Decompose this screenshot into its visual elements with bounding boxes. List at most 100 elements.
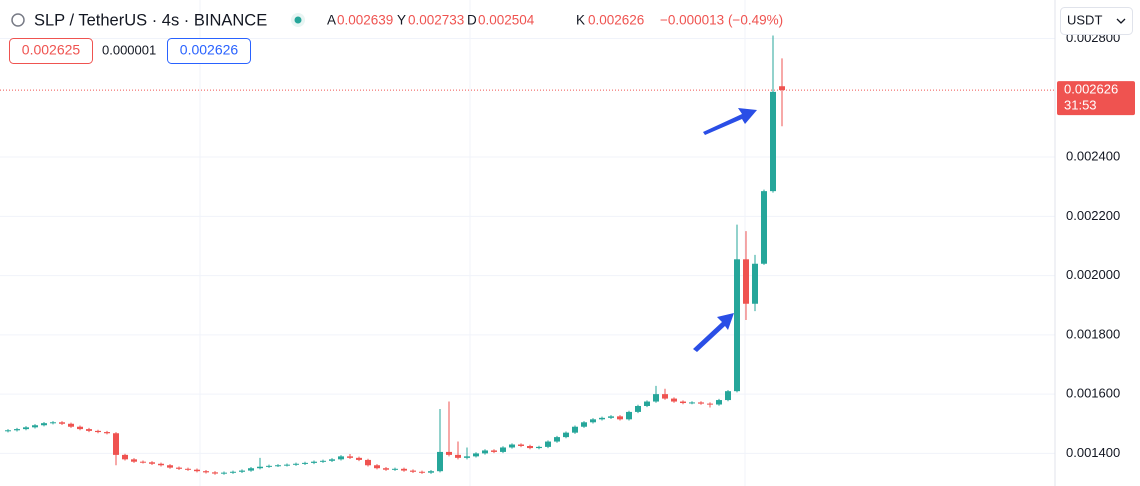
candle-body (680, 401, 686, 404)
candle-body (761, 191, 767, 264)
y-tick-label: 0.001400 (1066, 445, 1120, 460)
candle-body (698, 402, 704, 404)
y-tick-label: 0.002400 (1066, 148, 1120, 163)
candle-body (392, 468, 398, 470)
price-tag-box (1057, 81, 1135, 116)
candle-body (284, 464, 290, 466)
candle-body (14, 429, 20, 431)
candle-body (563, 432, 569, 438)
candle-body (545, 441, 551, 447)
price-tag-countdown: 31:53 (1064, 98, 1097, 113)
candle-body (419, 471, 425, 473)
symbol-title: SLP / TetherUS · 4s · BINANCE (34, 11, 267, 29)
currency-box[interactable] (1060, 7, 1133, 35)
y-tick-label: 0.001800 (1066, 326, 1120, 341)
caret (1116, 18, 1126, 24)
legend-label: Y (397, 13, 406, 28)
legend-value: 0.002626 (588, 13, 644, 28)
legend-label: D (467, 13, 477, 28)
arrow (703, 108, 757, 135)
candle-body (374, 465, 380, 469)
candle-body (167, 465, 173, 468)
candle-body (437, 451, 443, 472)
candle-body (671, 398, 677, 402)
candle-body (554, 437, 560, 442)
plot (0, 35, 1055, 475)
bid-price: 0.002625 (22, 42, 81, 58)
candle-body (356, 457, 362, 460)
candle-body (131, 459, 137, 462)
candle-body (158, 463, 164, 466)
candle-body (32, 425, 38, 428)
candle-body (203, 471, 209, 473)
ask-box[interactable] (167, 38, 251, 64)
candle-body (59, 422, 65, 424)
legend-label: A (327, 13, 336, 28)
candle-body (401, 468, 407, 471)
candle-body (635, 405, 641, 412)
legend-label: K (576, 13, 585, 28)
candle-body (140, 461, 146, 463)
candle-body (383, 468, 389, 470)
candle-body (572, 426, 578, 433)
candle-body (446, 451, 452, 455)
candle-body (320, 460, 326, 462)
currency-dropdown[interactable]: USDT (1060, 7, 1133, 35)
symbol-icon (11, 13, 25, 27)
candle-body (752, 263, 758, 304)
candle-body (743, 259, 749, 304)
candle-body (518, 444, 524, 446)
candle-body (293, 463, 299, 465)
candle-body (608, 416, 614, 418)
candle-body (653, 394, 659, 402)
y-tick-label: 0.001600 (1066, 386, 1120, 401)
candle-body (122, 454, 128, 460)
candle-body (5, 430, 11, 432)
candle-body (257, 466, 263, 469)
header: SLP / TetherUS · 4s · BINANCE A 0.002639… (9, 11, 783, 64)
candle-body (644, 401, 650, 406)
candle-body (428, 471, 434, 473)
bid-box[interactable] (9, 38, 93, 64)
candle-body (527, 445, 533, 449)
candle-body (176, 467, 182, 469)
legend-value: 0.002504 (478, 13, 535, 28)
candle-body (77, 426, 83, 430)
candle-body (725, 391, 731, 401)
candle-body (770, 91, 776, 192)
candle-body (248, 468, 254, 471)
candle-body (365, 459, 371, 466)
spread: 0.000001 (102, 42, 156, 57)
candle-body (464, 456, 470, 458)
candle-body (707, 403, 713, 405)
candle-body (662, 394, 668, 399)
candle-body (149, 462, 155, 464)
price-tag-value: 0.002626 (1064, 82, 1118, 97)
candle-body (338, 456, 344, 460)
y-tick-label: 0.002000 (1066, 267, 1120, 282)
candle-body (50, 422, 56, 424)
candle-body (23, 427, 29, 430)
legend-value: 0.002733 (408, 13, 464, 28)
candle-body (68, 423, 74, 427)
candle-body (410, 470, 416, 472)
candle-body (230, 471, 236, 473)
eye-icon-dot (294, 16, 302, 24)
candle-body (347, 456, 353, 458)
candle-body (536, 446, 542, 449)
candle-body (302, 462, 308, 464)
candle-body (266, 465, 272, 467)
currency: USDT (1067, 12, 1102, 27)
candle-body (275, 465, 281, 467)
candle-body (473, 453, 479, 457)
candle-body (689, 402, 695, 404)
candle-body (509, 444, 515, 448)
candle-body (212, 472, 218, 474)
candle-body (599, 417, 605, 420)
candle-body (113, 433, 119, 455)
candle-body (311, 461, 317, 463)
candle-body (41, 423, 47, 426)
